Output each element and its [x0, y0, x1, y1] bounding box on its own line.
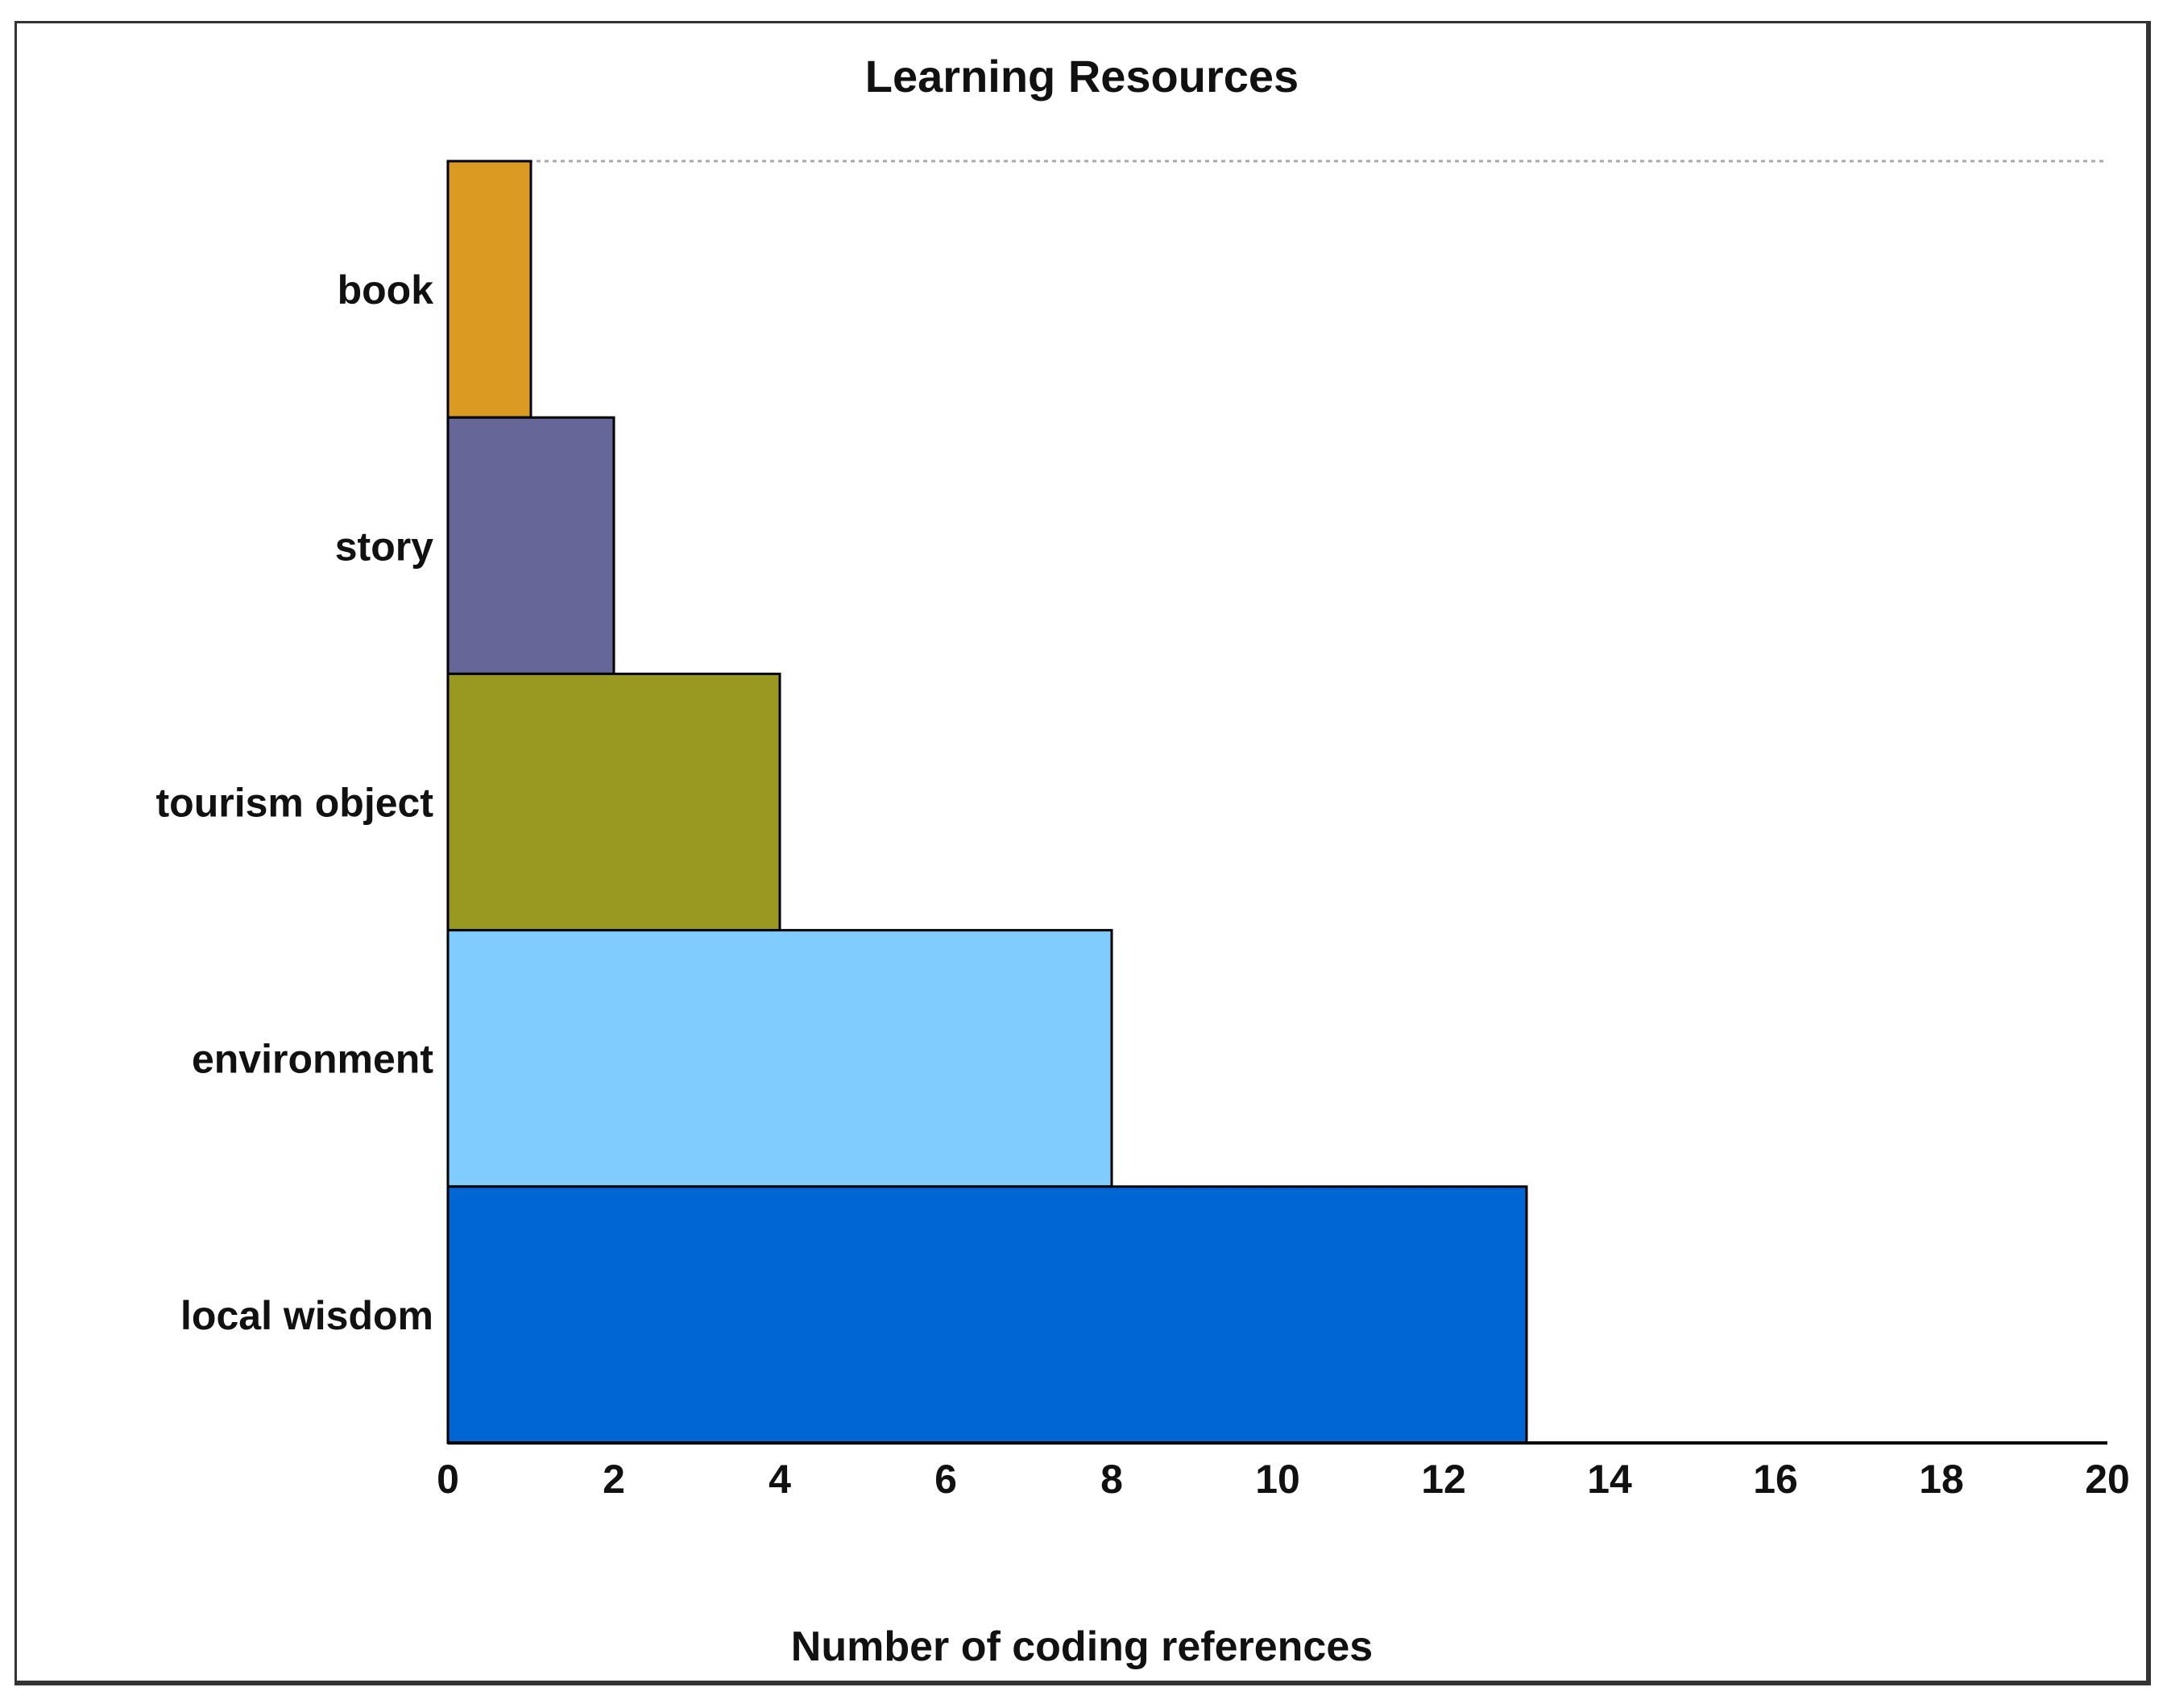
chart-title: Learning Resources — [865, 51, 1299, 102]
x-axis-label: Number of coding references — [791, 1623, 1373, 1670]
category-label-book: book — [338, 267, 434, 313]
x-tick-label: 20 — [2085, 1457, 2130, 1502]
chart-frame: Learning Resources book story tourism obje… — [15, 21, 2151, 1685]
x-tick-label: 12 — [1421, 1457, 1466, 1502]
bar-local-wisdom — [446, 1185, 1528, 1445]
x-tick-label: 14 — [1587, 1457, 1632, 1502]
category-label-local-wisdom: local wisdom — [180, 1293, 433, 1338]
category-label-tourism-object: tourism object — [156, 781, 434, 826]
x-tick-label: 16 — [1753, 1457, 1798, 1502]
x-tick-label: 0 — [437, 1457, 459, 1502]
x-tick-label: 2 — [603, 1457, 625, 1502]
x-tick-label: 8 — [1100, 1457, 1123, 1502]
x-tick-label: 10 — [1255, 1457, 1300, 1502]
x-tick-labels: 0 2 4 6 8 10 12 14 16 18 20 — [437, 1457, 2130, 1502]
category-label-environment: environment — [192, 1037, 433, 1082]
category-labels: book story tourism object environment local … — [156, 267, 434, 1338]
category-label-story: story — [335, 524, 433, 569]
x-tick-label: 4 — [769, 1457, 791, 1502]
bar-chart: Learning Resources book story tourism obje… — [156, 51, 2130, 1670]
bar-tourism-object — [446, 672, 781, 932]
bar-book — [446, 160, 532, 419]
bar-environment — [446, 929, 1113, 1188]
x-tick-label: 18 — [1919, 1457, 1964, 1502]
bars — [446, 160, 1528, 1445]
x-tick-label: 6 — [934, 1457, 957, 1502]
bar-story — [446, 416, 615, 675]
